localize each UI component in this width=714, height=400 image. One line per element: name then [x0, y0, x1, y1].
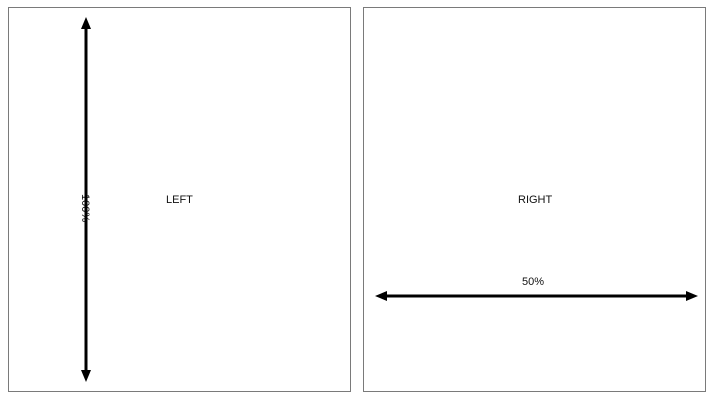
left-panel: LEFT 100%	[8, 7, 351, 392]
horizontal-dimension-label: 50%	[522, 276, 545, 288]
left-panel-label: LEFT	[166, 194, 193, 206]
right-panel-label: RIGHT	[518, 194, 553, 206]
right-panel: RIGHT 50%	[363, 7, 706, 392]
vertical-dimension-label: 100%	[79, 194, 91, 223]
